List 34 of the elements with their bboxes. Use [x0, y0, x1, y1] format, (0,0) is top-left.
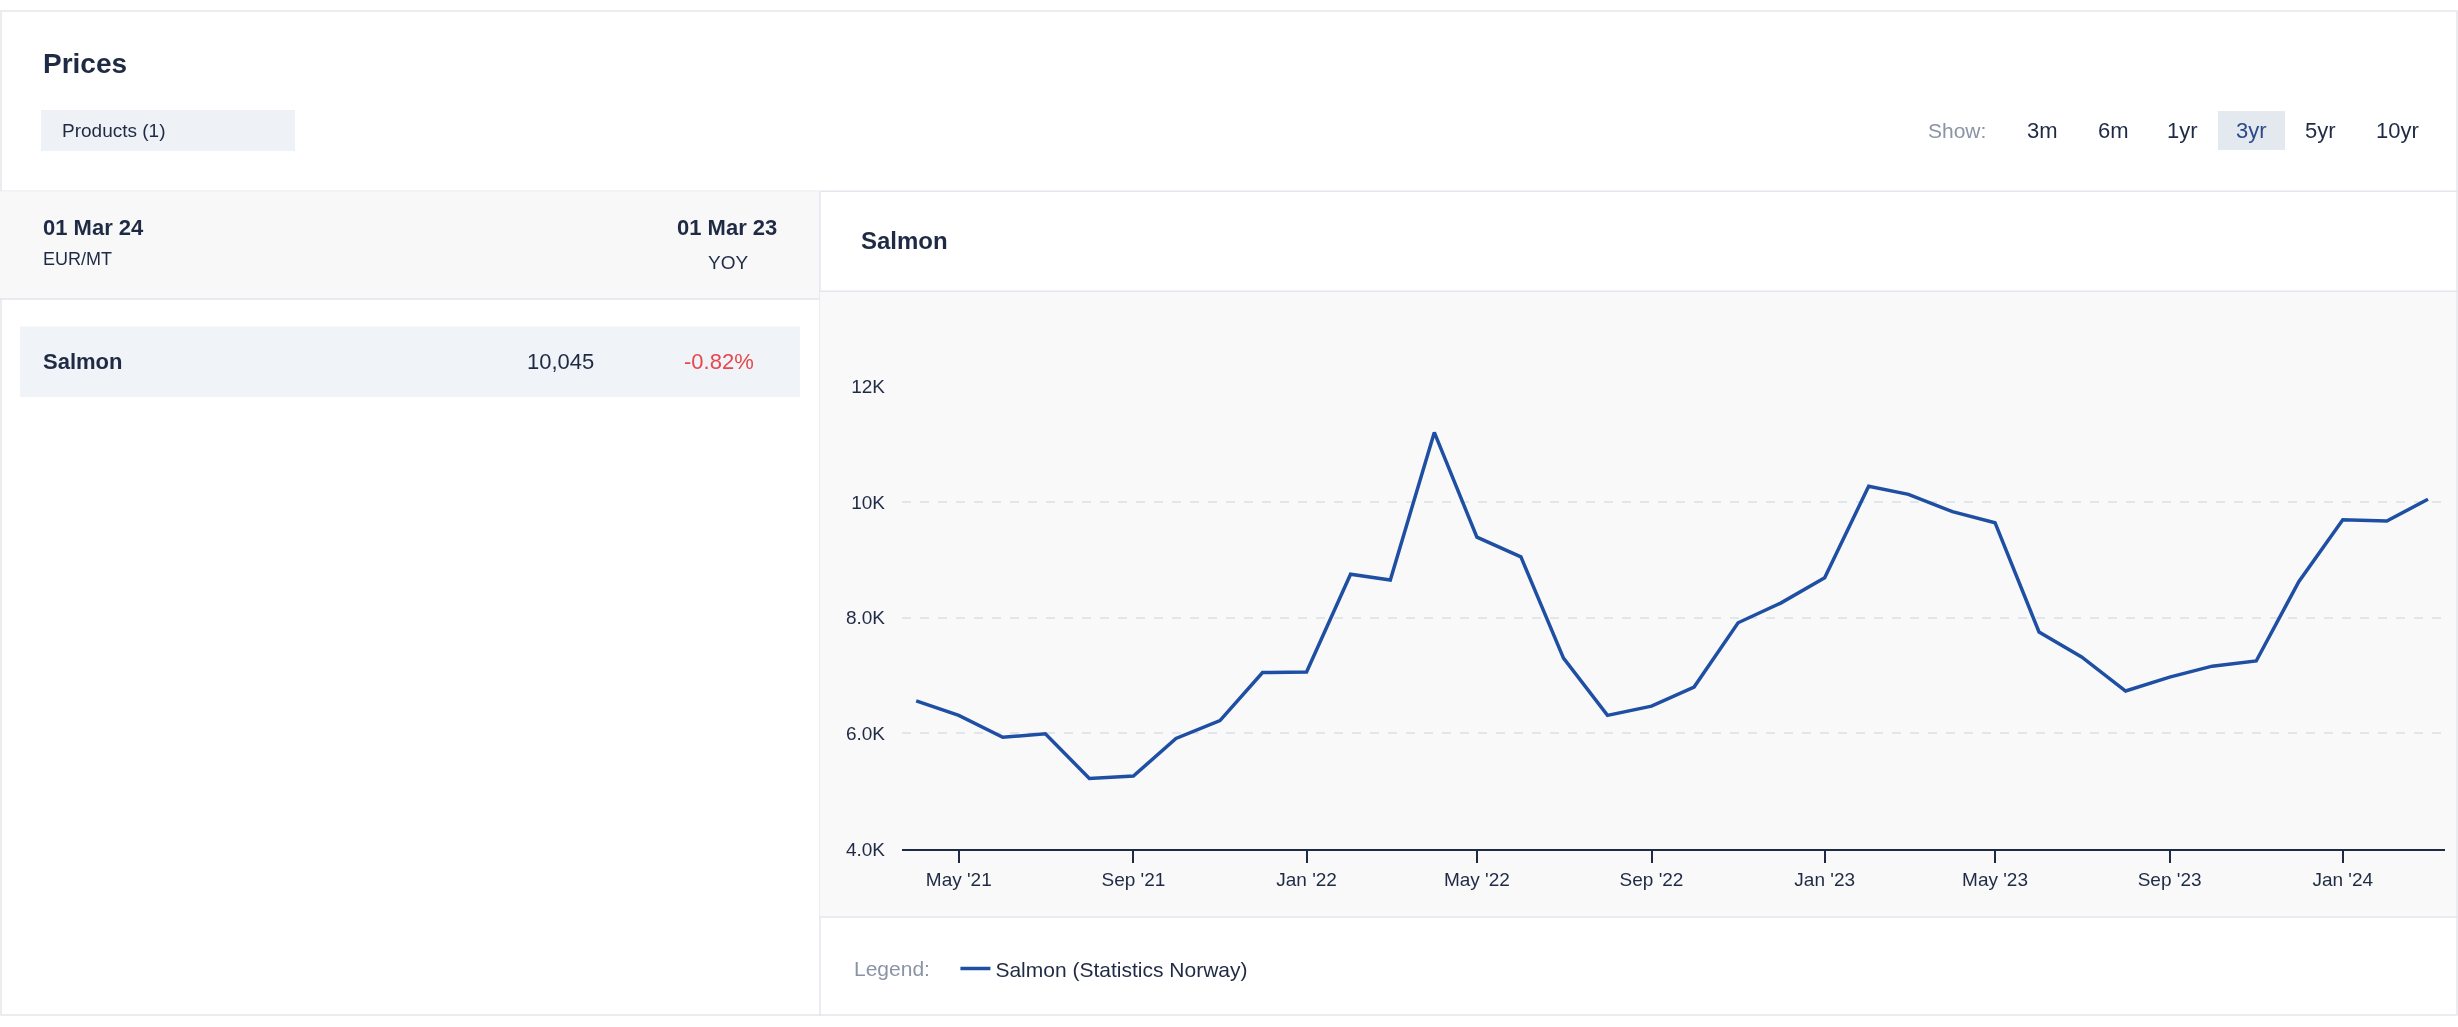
- legend-title: Legend:: [854, 956, 948, 980]
- y-tick-label: 8.0K: [845, 607, 886, 629]
- text: Prices: [43, 48, 128, 79]
- y-tick-label: 6.0K: [845, 722, 886, 744]
- text: 3m: [2027, 118, 2058, 143]
- text: -0.82%: [684, 349, 754, 374]
- text: 10yr: [2376, 118, 2419, 143]
- x-tick-label: May '22: [1443, 868, 1510, 890]
- x-tick-label: May '23: [1962, 868, 2028, 890]
- text: 1yr: [2167, 118, 2198, 143]
- legend-label: Salmon (Statistics Norway): [995, 957, 1248, 981]
- x-tick-label: Sep '23: [2137, 868, 2202, 890]
- text: 01 Mar 24: [43, 215, 145, 240]
- x-tick-label: Jan '23: [1794, 868, 1856, 890]
- text: 6m: [2098, 118, 2129, 143]
- text: 3yr: [2236, 118, 2267, 143]
- text: YOY: [708, 252, 749, 273]
- text: 5yr: [2305, 118, 2336, 143]
- text: 01 Mar 23: [677, 215, 778, 240]
- text: Products (1): [62, 120, 166, 141]
- y-tick-label: 10K: [851, 491, 886, 513]
- text: 10,045: [527, 349, 595, 374]
- y-tick-label: 4.0K: [845, 838, 886, 860]
- chart-title: Salmon: [861, 227, 948, 254]
- x-tick-label: Jan '22: [1276, 868, 1337, 890]
- text: Show:: [1928, 119, 1987, 142]
- x-tick-label: Sep '21: [1101, 868, 1166, 890]
- x-tick-label: May '21: [925, 868, 992, 890]
- line-series: [914, 430, 2430, 781]
- y-tick-label: 12K: [851, 375, 886, 397]
- x-tick-label: Sep '22: [1619, 868, 1684, 890]
- text: Salmon: [43, 349, 123, 374]
- text: EUR/MT: [43, 249, 112, 269]
- x-tick-label: Jan '24: [2312, 868, 2374, 890]
